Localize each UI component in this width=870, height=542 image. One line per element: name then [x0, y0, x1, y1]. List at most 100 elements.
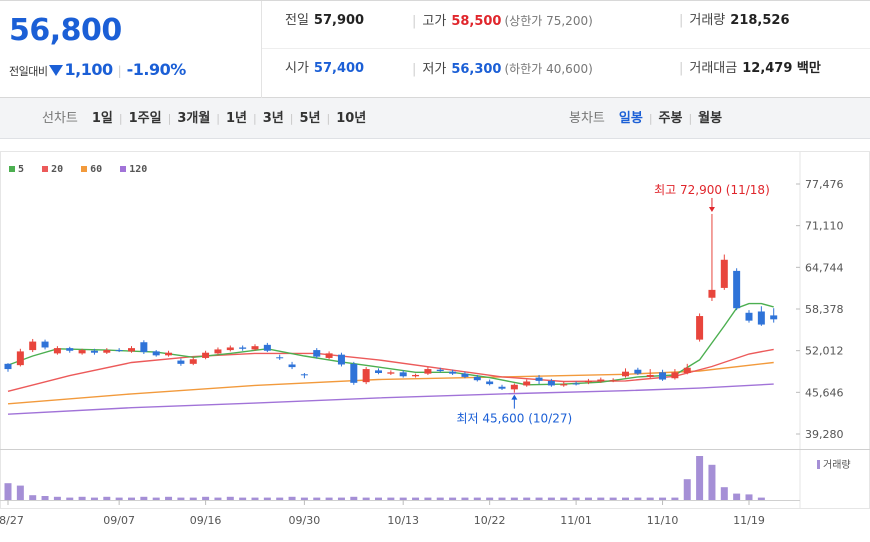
candle: [683, 363, 691, 375]
candle-body: [239, 347, 247, 349]
volume-bar: [597, 497, 605, 500]
tab-daily[interactable]: 일봉: [618, 111, 643, 126]
candle: [214, 347, 222, 355]
candle-body: [708, 289, 716, 298]
upper-limit: (상한가 75,200): [504, 14, 593, 28]
low-arrow-head: [511, 394, 518, 400]
volume-bar: [436, 497, 444, 500]
candle-body: [584, 380, 592, 383]
candle: [523, 379, 531, 387]
candle-body: [696, 316, 704, 340]
candle-body: [720, 259, 728, 288]
legend-ma120: 120: [120, 164, 147, 175]
volume-bar: [189, 497, 197, 500]
candle: [350, 361, 358, 385]
volume-bar: [263, 497, 271, 500]
divider: |: [648, 112, 653, 125]
candle-body: [226, 347, 234, 351]
candle-body: [214, 349, 222, 354]
candle: [103, 348, 111, 355]
volume-bar: [226, 496, 234, 500]
candle-body: [387, 372, 395, 374]
volume-bar: [683, 479, 691, 500]
candle-body: [202, 352, 210, 358]
high-label: 고가: [422, 14, 447, 29]
candle: [90, 348, 98, 355]
candle-body: [424, 369, 432, 374]
candle: [115, 348, 123, 353]
low-cell: | 저가 56,300 (하한가 40,600): [412, 49, 593, 97]
volume-bar: [362, 497, 370, 500]
candle: [770, 308, 778, 323]
down-triangle-icon: [49, 65, 64, 76]
volume-bar: [609, 497, 617, 500]
volume-bar: [177, 497, 185, 500]
candle-body: [622, 371, 629, 377]
tab-3y[interactable]: 3년: [262, 111, 284, 126]
tab-5y[interactable]: 5년: [299, 111, 321, 126]
price-tick-label: 64,744: [805, 261, 844, 274]
volume-bar: [757, 497, 765, 500]
tab-3m[interactable]: 3개월: [177, 111, 211, 126]
volume-bar: [547, 497, 555, 500]
volume-bar: [449, 497, 457, 500]
candle-body: [547, 380, 555, 386]
volume-bar: [239, 497, 247, 500]
volume-bar: [523, 497, 531, 500]
candle-body: [165, 352, 173, 356]
legend-swatch: [120, 166, 127, 172]
divider: |: [679, 13, 684, 28]
divider: |: [289, 112, 294, 125]
candle: [436, 367, 444, 373]
current-price-box: 56,800 전일대비 1,100 | -1.90%: [0, 1, 262, 98]
volume-bar: [708, 464, 716, 500]
tab-1w[interactable]: 1주일: [128, 111, 162, 126]
volume-bar: [720, 487, 728, 500]
candle: [362, 367, 370, 385]
volume-bar: [53, 496, 61, 500]
legend-swatch: [42, 166, 49, 172]
tab-10y[interactable]: 10년: [336, 111, 367, 126]
high-annotation: 최고 72,900 (11/18): [654, 183, 770, 197]
candle: [486, 379, 494, 386]
volume-bar: [214, 497, 222, 500]
tab-1y[interactable]: 1년: [226, 111, 248, 126]
volume-bar: [733, 493, 741, 500]
candle: [733, 268, 741, 311]
divider: |: [117, 64, 122, 78]
divider: |: [167, 112, 172, 125]
candle-body: [671, 372, 679, 379]
change-amount: 1,100: [64, 60, 113, 79]
price-tick-label: 39,280: [805, 428, 844, 441]
date-tick-label: 09/07: [103, 514, 135, 527]
legend-ma60: 60: [81, 164, 102, 175]
volume-bar: [4, 483, 12, 500]
candle-body: [510, 384, 518, 390]
candle: [646, 369, 654, 379]
tab-1d[interactable]: 1일: [91, 111, 113, 126]
ma120-line: [7, 383, 774, 415]
open-value: 57,400: [313, 61, 365, 76]
volume-bar: [29, 495, 37, 500]
volume-legend-swatch: [817, 460, 820, 469]
legend-swatch: [9, 166, 15, 172]
candle-body: [16, 351, 24, 366]
candle: [609, 378, 617, 383]
candle: [424, 367, 432, 375]
volume-bar: [486, 497, 494, 500]
volume-bar: [560, 497, 568, 500]
candle: [745, 310, 753, 323]
candle: [412, 373, 420, 378]
volume-bar: [745, 494, 753, 500]
candle: [547, 378, 555, 387]
candle-body: [337, 354, 345, 365]
candle: [128, 346, 135, 353]
candle: [473, 374, 481, 382]
candle: [659, 369, 667, 381]
tab-weekly[interactable]: 주봉: [658, 111, 683, 126]
volume-bar: [412, 497, 420, 500]
candle-body: [103, 350, 111, 353]
tab-monthly[interactable]: 월봉: [698, 111, 723, 126]
price-tick-label: 58,378: [805, 303, 844, 316]
